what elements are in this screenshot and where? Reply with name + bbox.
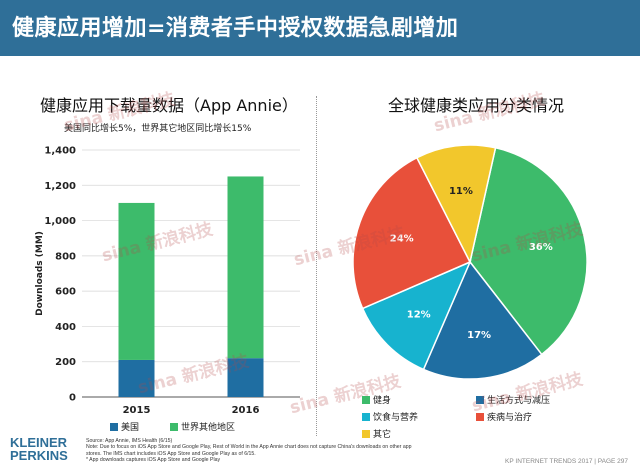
bar-segment-us <box>227 358 264 397</box>
header-bar: 健康应用增加=消费者手中授权数据急剧增加 <box>0 0 640 56</box>
bar-segment-rest-of-world <box>118 202 155 360</box>
y-tick-label: 0 <box>69 393 76 404</box>
y-tick-label: 200 <box>55 357 76 368</box>
footnote-note-3: * App downloads captures iOS App Store a… <box>86 456 221 463</box>
kleiner-perkins-logo: KLEINER PERKINS <box>10 436 68 462</box>
page-title: 健康应用增加=消费者手中授权数据急剧增加 <box>12 16 459 41</box>
legend-label-disease: 疾病与治疗 <box>487 413 533 423</box>
logo-line-2: PERKINS <box>10 448 68 463</box>
pie-slice <box>415 144 497 265</box>
y-axis-label: Downloads (MM) <box>35 231 45 316</box>
pie-slice-label: 36% <box>529 242 553 253</box>
y-tick-label: 1,200 <box>44 181 76 192</box>
legend-swatch-fitness <box>362 396 370 404</box>
pie-slice <box>469 146 588 356</box>
legend-item-lifestyle: 生活方式与减压 <box>476 393 550 406</box>
footnote: Source: App Annie, IMS Health (6/15) Not… <box>86 438 526 463</box>
y-tick-label: 1,000 <box>44 216 76 227</box>
x-tick-label: 2015 <box>123 405 151 416</box>
legend-label-diet: 饮食与营养 <box>373 413 419 423</box>
legend-label-us: 美国 <box>121 423 140 433</box>
legend-item-fitness: 健身 <box>362 393 391 406</box>
pie-chart-title: 全球健康类应用分类情况 <box>388 96 565 115</box>
legend-item-other: 其它 <box>362 427 391 440</box>
bar-chart-subtitle: 美国同比增长5%，世界其它地区同比增长15% <box>64 124 252 134</box>
pie-slice-label: 17% <box>467 330 491 341</box>
pie-slice-label: 12% <box>407 309 431 320</box>
pie-slice-label: 11% <box>449 186 473 197</box>
y-tick-label: 800 <box>55 251 76 262</box>
legend-swatch-us <box>110 423 118 431</box>
legend-item-disease: 疾病与治疗 <box>476 410 532 423</box>
pie-slice <box>422 260 543 380</box>
footnote-note-1: Note: Due to focus on iOS App Store and … <box>86 444 412 451</box>
legend-item-diet: 饮食与营养 <box>362 410 418 423</box>
y-tick-label: 1,400 <box>44 146 76 157</box>
page-footer: KP INTERNET TRENDS 2017 | PAGE 297 <box>505 458 628 465</box>
y-tick-label: 400 <box>55 322 76 333</box>
legend-swatch-lifestyle <box>476 396 484 404</box>
bar-chart-title: 健康应用下载量数据（App Annie） <box>40 96 298 115</box>
pie-slice <box>361 260 472 371</box>
legend-swatch-diet <box>362 413 370 421</box>
x-tick-label: 2016 <box>232 405 260 416</box>
panel-divider <box>316 96 317 436</box>
bar-segment-us <box>118 359 155 397</box>
legend-label-other: 其它 <box>373 430 392 440</box>
logo-line-1: KLEINER <box>10 435 68 450</box>
legend-swatch-other <box>362 430 370 438</box>
legend-label-lifestyle: 生活方式与减压 <box>487 396 551 406</box>
legend-label-row: 世界其他地区 <box>181 423 236 433</box>
pie-slice <box>352 156 472 310</box>
bar-segment-rest-of-world <box>227 176 264 359</box>
y-tick-label: 600 <box>55 287 76 298</box>
footnote-source: Source: App Annie, IMS Health (6/15) <box>86 438 173 444</box>
legend-swatch-row <box>170 423 178 431</box>
legend-swatch-disease <box>476 413 484 421</box>
footnote-note-2: stores. The IMS chart includes iOS App S… <box>86 450 256 457</box>
legend-label-fitness: 健身 <box>373 396 392 406</box>
legend-item-row: 世界其他地区 <box>170 420 235 433</box>
pie-slice-label: 24% <box>390 233 414 244</box>
legend-item-us: 美国 <box>110 420 139 433</box>
